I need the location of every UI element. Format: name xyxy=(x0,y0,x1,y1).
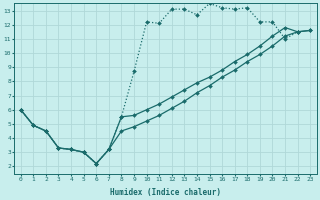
X-axis label: Humidex (Indice chaleur): Humidex (Indice chaleur) xyxy=(110,188,221,197)
